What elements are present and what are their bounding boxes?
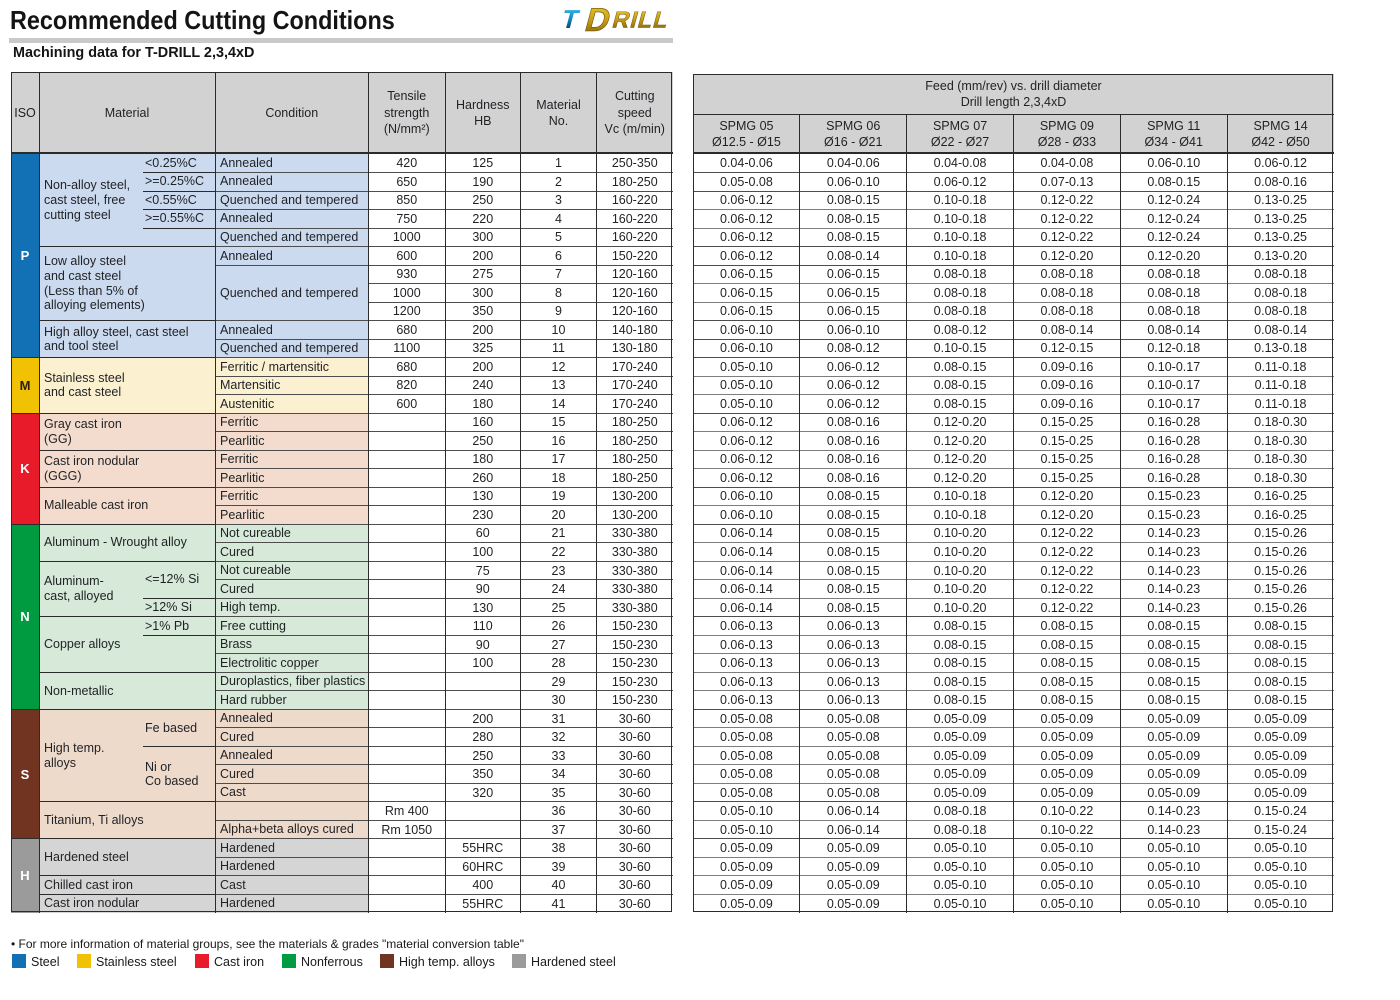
svg-text:T: T xyxy=(558,4,582,33)
svg-text:RILL: RILL xyxy=(610,7,673,33)
